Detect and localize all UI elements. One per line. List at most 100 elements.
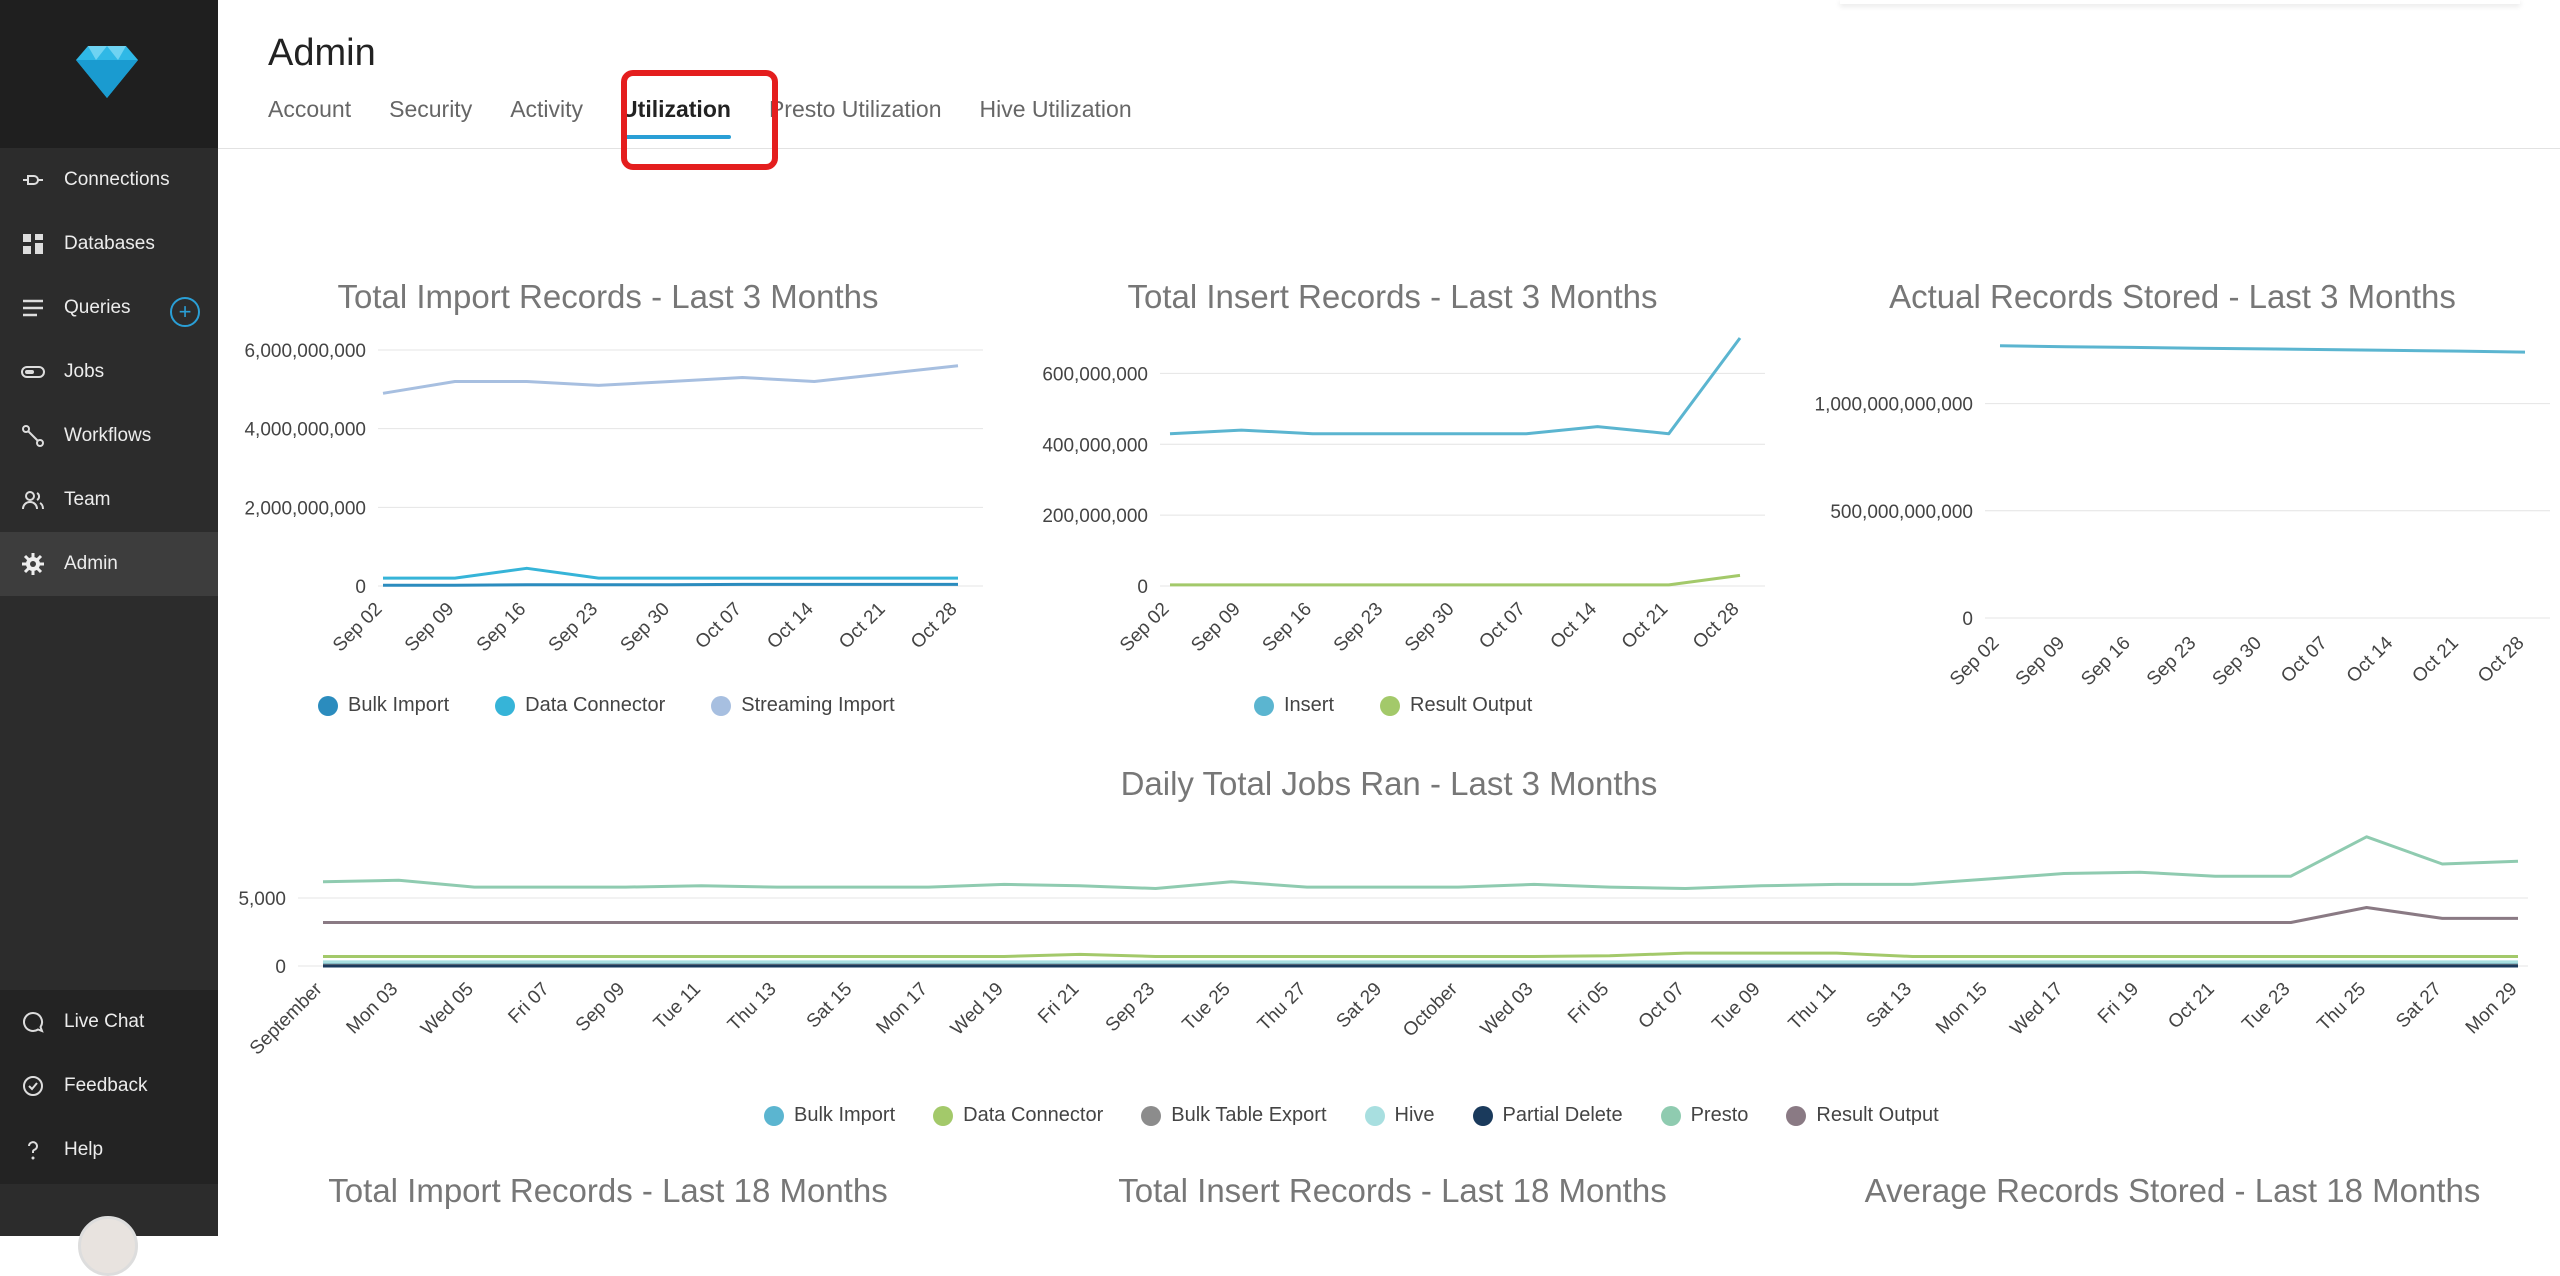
y-tick-label: 400,000,000 <box>1042 435 1148 456</box>
x-tick-label: Sat 27 <box>2392 979 2446 1033</box>
legend-item-presto[interactable]: Presto <box>1660 1104 1749 1127</box>
series-line-data-connector[interactable] <box>383 566 958 580</box>
sidebar-item-label: Queries <box>64 297 131 318</box>
plug-icon <box>20 167 46 193</box>
sidebar-item-admin[interactable]: Admin <box>0 532 218 596</box>
sidebar-item-workflows[interactable]: Workflows <box>0 404 218 468</box>
series-line-bulk-import[interactable] <box>383 582 958 587</box>
legend-label: Bulk Import <box>794 1104 896 1126</box>
series-line-result-output[interactable] <box>1170 573 1741 587</box>
tab-hive-utilization[interactable]: Hive Utilization <box>979 96 1132 122</box>
logo-area <box>0 0 218 148</box>
legend-dot <box>495 695 516 716</box>
x-tick-label: Sep 16 <box>1259 599 1316 656</box>
tab-security[interactable]: Security <box>389 96 473 122</box>
series-line-data-connector[interactable] <box>323 951 2518 958</box>
x-tick-label: Sep 02 <box>329 599 386 656</box>
legend-label: Bulk Table Export <box>1171 1104 1327 1126</box>
legend-jobs-3m: Bulk Import Data Connector Bulk Table Ex… <box>764 1104 1939 1127</box>
legend-item-partial-delete[interactable]: Partial Delete <box>1472 1104 1623 1127</box>
x-tick-label: Tue 09 <box>1708 979 1764 1035</box>
y-tick-label: 2,000,000,000 <box>244 498 366 519</box>
tab-account[interactable]: Account <box>268 96 352 122</box>
x-tick-label: Sep 09 <box>1187 599 1244 656</box>
legend-item-bulk-import[interactable]: Bulk Import <box>318 694 449 717</box>
legend-label: Data Connector <box>963 1104 1104 1126</box>
tab-utilization[interactable]: Utilization <box>621 96 731 139</box>
legend-dot <box>1660 1105 1681 1126</box>
sidebar-bottom <box>0 990 218 1184</box>
sidebar-item-label: Team <box>64 489 111 510</box>
series-line-streaming-import[interactable] <box>382 364 959 395</box>
x-tick-label: Sep 23 <box>2143 633 2200 690</box>
diamond-logo-icon[interactable] <box>76 46 138 98</box>
chart-title-insert-18m: Total Insert Records - Last 18 Months <box>1118 1172 1667 1209</box>
chart-title-insert-3m: Total Insert Records - Last 3 Months <box>1127 278 1658 315</box>
chart-title-stored-3m: Actual Records Stored - Last 3 Months <box>1889 278 2456 315</box>
list-icon <box>20 295 46 321</box>
x-tick-label: Sep 16 <box>473 599 530 656</box>
sidebar-item-help[interactable]: Help <box>0 1118 218 1182</box>
chart-title-import-3m: Total Import Records - Last 3 Months <box>337 278 879 315</box>
x-tick-label: Mon 17 <box>872 979 932 1039</box>
page-title: Admin <box>268 32 376 74</box>
x-tick-label: Oct 07 <box>1475 599 1529 653</box>
x-tick-label: Mon 15 <box>1932 979 1992 1039</box>
y-tick-label: 1,000,000,000,000 <box>1815 395 1974 416</box>
legend-item-data-connector[interactable]: Data Connector <box>495 694 665 717</box>
x-tick-label: Oct 07 <box>1635 979 1689 1033</box>
legend-item-data-connector[interactable]: Data Connector <box>933 1104 1103 1127</box>
x-tick-label: Oct 21 <box>1618 599 1672 653</box>
sidebar-item-label: Admin <box>64 553 118 574</box>
y-tick-label: 0 <box>355 577 366 598</box>
series-line-insert[interactable] <box>1169 337 1742 436</box>
legend-item-insert[interactable]: Insert <box>1254 694 1334 717</box>
add-query-button[interactable]: + <box>170 297 200 327</box>
x-tick-label: Tue 25 <box>1179 979 1235 1035</box>
x-tick-label: Sep 02 <box>1116 599 1173 656</box>
sidebar-item-databases[interactable]: Databases <box>0 212 218 276</box>
sidebar-item-jobs[interactable]: Jobs <box>0 340 218 404</box>
tab-activity[interactable]: Activity <box>510 96 584 122</box>
chart-title-stored-18m: Average Records Stored - Last 18 Months <box>1864 1172 2481 1209</box>
sidebar-item-connections[interactable]: Connections <box>0 148 218 212</box>
x-tick-label: Fri 21 <box>1034 979 1083 1028</box>
sidebar-item-team[interactable]: Team <box>0 468 218 532</box>
chart-import-3m: 0 2,000,000,000 4,000,000,000 6,000,000,000… <box>244 341 983 656</box>
tab-presto-utilization[interactable]: Presto Utilization <box>768 96 942 122</box>
legend-label: Presto <box>1690 1104 1749 1126</box>
series-line-result-output[interactable] <box>323 906 2518 924</box>
x-tick-label: Oct 14 <box>763 598 818 653</box>
legend-label: Result Output <box>1816 1104 1939 1126</box>
sidebar-item-label: Databases <box>64 233 155 254</box>
x-tick-label: Oct 07 <box>2277 633 2331 687</box>
legend-label: Insert <box>1284 694 1335 716</box>
x-tick-label: Sep 23 <box>1102 979 1159 1036</box>
x-tick-label: Fri 19 <box>2094 979 2143 1028</box>
legend-item-result-output[interactable]: Result Output <box>1786 1104 1939 1127</box>
y-tick-label: 600,000,000 <box>1042 364 1148 385</box>
legend-dot <box>318 695 338 716</box>
legend-item-bulk-table-export[interactable]: Bulk Table Export <box>1141 1104 1327 1127</box>
sidebar-item-live-chat[interactable]: Live Chat <box>0 990 218 1054</box>
sidebar-item-label: Feedback <box>64 1075 148 1096</box>
legend-dot <box>1364 1105 1385 1126</box>
series-line-stored[interactable] <box>1999 344 2526 354</box>
sidebar-item-queries[interactable]: Queries <box>0 276 218 340</box>
x-tick-label: Thu 27 <box>1254 979 1311 1036</box>
x-tick-label: Wed 17 <box>2006 979 2067 1040</box>
x-tick-label: Sep 30 <box>617 599 674 656</box>
series-line-presto[interactable] <box>322 835 2519 890</box>
legend-dot <box>1472 1105 1493 1126</box>
y-tick-label: 0 <box>1137 577 1148 598</box>
legend-item-hive[interactable]: Hive <box>1364 1104 1435 1127</box>
x-tick-label: Oct 21 <box>835 599 889 653</box>
page-header: Admin Account Security Activity Utilizat… <box>218 0 2560 149</box>
legend-item-streaming-import[interactable]: Streaming Import <box>711 694 895 717</box>
sidebar-item-feedback[interactable]: Feedback <box>0 1054 218 1118</box>
legend-item-bulk-import[interactable]: Bulk Import <box>764 1104 895 1127</box>
legend-item-result-output[interactable]: Result Output <box>1380 694 1532 717</box>
y-tick-label: 200,000,000 <box>1042 506 1148 527</box>
y-tick-label: 5,000 <box>238 889 286 910</box>
avatar[interactable] <box>78 1216 138 1276</box>
